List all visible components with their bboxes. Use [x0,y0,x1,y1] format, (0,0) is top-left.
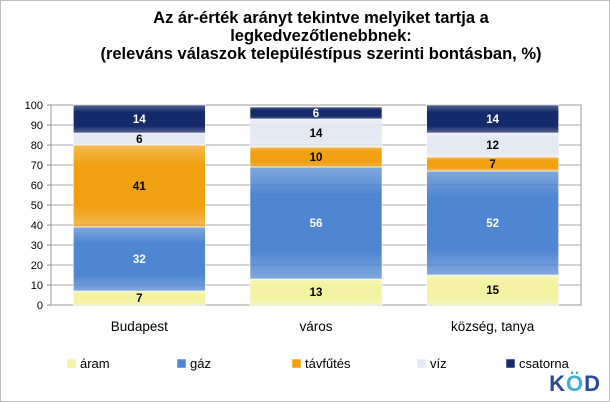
legend-swatch-gáz [176,358,187,369]
data-label: 6 [136,134,142,146]
data-label: 15 [486,285,499,297]
y-tick-label: 20 [31,260,43,272]
y-tick-label: 0 [37,300,43,312]
bar-áram-város [249,278,383,306]
data-label: 52 [486,218,499,230]
y-tick-label: 80 [31,140,43,152]
x-category-label: Budapest [111,319,168,334]
y-tick-label: 40 [31,220,43,232]
y-tick-label: 10 [31,280,43,292]
chart-title: Az ár-érték arányt tekintve melyiket tar… [41,9,601,63]
data-label: 14 [486,114,499,126]
bar-gáz-község, tanya [426,170,559,276]
y-tick-label: 70 [31,160,43,172]
data-label: 13 [310,287,323,299]
legend-label-gáz: gáz [190,356,211,371]
data-label: 14 [310,128,323,140]
data-label: 56 [310,218,323,230]
data-label: 6 [313,108,319,120]
y-tick-label: 90 [31,120,43,132]
bar-csatorna-község, tanya [426,104,559,134]
chart-title-line-3: (releváns válaszok településtípus szerin… [100,45,542,63]
data-label: 7 [489,159,495,171]
kod-logo: KÖD [549,371,601,397]
logo-letter-k: K [549,371,566,396]
chart-title-line-1: Az ár-érték arányt tekintve melyiket tar… [153,9,489,27]
legend-label-áram: áram [80,356,110,371]
legend-swatch-távfűtés [291,358,302,369]
bar-víz-község, tanya [426,132,559,158]
bar-víz-város [249,118,383,148]
x-category-label: község, tanya [451,319,535,334]
bar-gáz-Budapest [73,226,206,292]
legend-swatch-víz [416,358,427,369]
data-label: 32 [133,254,146,266]
logo-letter-o: Ö [565,371,585,396]
data-label: 10 [310,152,323,164]
y-tick-label: 100 [25,100,43,112]
y-tick-label: 30 [31,240,43,252]
legend-swatch-csatorna [505,358,516,369]
bar-csatorna-város [249,106,383,120]
legend-label-csatorna: csatorna [519,356,570,371]
bar-csatorna-Budapest [73,104,206,134]
legend-swatch-áram [66,358,77,369]
x-category-label: város [299,319,332,334]
data-label: 7 [136,293,142,305]
data-label: 14 [133,114,146,126]
logo-letter-d: D [584,371,601,396]
data-label: 12 [486,140,499,152]
bar-gáz-város [249,166,383,280]
data-label: 41 [133,181,146,193]
legend-label-távfűtés: távfűtés [305,356,351,371]
bar-távfűtés-Budapest [73,144,206,228]
legend-label-víz: víz [430,356,447,371]
y-tick-label: 50 [31,200,43,212]
chart-title-line-2: legkedvezőtlenebbnek: [230,27,412,45]
y-tick-label: 60 [31,180,43,192]
